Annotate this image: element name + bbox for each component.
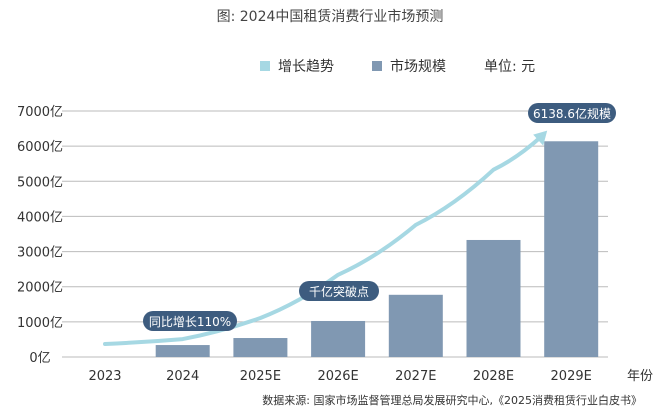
- legend-item-trend: 增长趋势: [260, 56, 334, 76]
- x-tick-label: 2026E: [317, 369, 358, 384]
- legend-item-market: 市场规模: [372, 56, 446, 76]
- trend-line: [103, 134, 544, 346]
- y-tick-label: 3000亿: [17, 246, 63, 261]
- source-note: 数据来源: 国家市场监督管理总局发展研究中心,《2025消费租赁行业白皮书》: [262, 394, 642, 407]
- x-tick-label: 2023: [88, 369, 121, 384]
- legend: 增长趋势 市场规模 单位: 元: [260, 56, 535, 76]
- y-tick-label: 5000亿: [17, 175, 63, 190]
- x-axis-label: 年份: [627, 369, 653, 384]
- x-tick-label: 2028E: [473, 369, 514, 384]
- x-tick-label: 2025E: [240, 369, 281, 384]
- legend-swatch: [260, 61, 270, 71]
- x-tick-label: 2027E: [395, 369, 436, 384]
- y-tick-label: 1000亿: [17, 316, 63, 331]
- y-tick-label: 0亿: [29, 351, 50, 366]
- annotation-badge: [528, 103, 616, 123]
- legend-label: 增长趋势: [278, 59, 334, 75]
- bar-2029E: [544, 141, 599, 357]
- annotation-label: 千亿突破点: [309, 284, 369, 299]
- x-tick-label: 2024: [166, 369, 199, 384]
- y-tick-label: 2000亿: [17, 281, 63, 296]
- bar-2026E: [311, 320, 366, 357]
- bar-2028E: [466, 239, 521, 357]
- bar-2027E: [388, 294, 443, 357]
- legend-swatch: [372, 61, 382, 71]
- x-tick-label: 2029E: [551, 369, 592, 384]
- trend-arrowhead: [533, 130, 548, 146]
- y-tick-label: 4000亿: [17, 210, 63, 225]
- annotation-badge: [143, 311, 237, 331]
- y-tick-label: 7000亿: [17, 105, 63, 120]
- annotation-label: 同比增长110%: [149, 315, 231, 329]
- unit-label: 单位: 元: [484, 59, 536, 75]
- legend-label: 市场规模: [390, 59, 446, 75]
- annotation-label: 6138.6亿规模: [533, 106, 611, 121]
- annotation-badge: [299, 281, 379, 301]
- bar-2025E: [233, 338, 288, 357]
- y-tick-label: 6000亿: [17, 140, 63, 155]
- bar-2024: [155, 345, 210, 357]
- chart-title: 图: 2024中国租赁消费行业市场预测: [216, 9, 444, 25]
